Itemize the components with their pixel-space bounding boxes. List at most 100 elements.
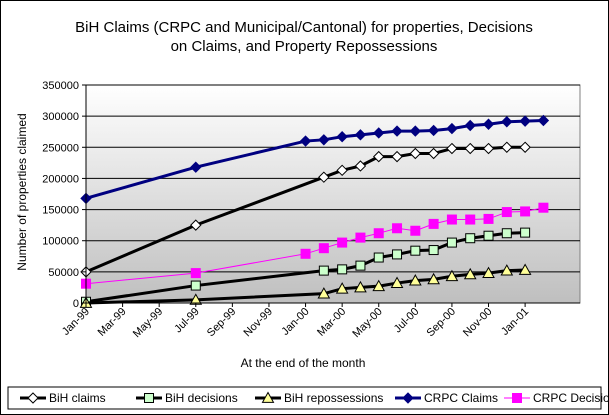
- data-point-bih-claims: [519, 141, 531, 153]
- data-point-bih-repossessions: [390, 276, 404, 288]
- data-point-crpc-decisions: [428, 218, 439, 229]
- data-point-bih-repossessions: [408, 274, 422, 286]
- data-point-crpc-claims: [190, 161, 202, 173]
- data-point-crpc-decisions: [446, 214, 457, 225]
- data-point-bih-repossessions: [427, 272, 440, 285]
- data-point-bih-decisions: [428, 245, 439, 256]
- data-point-bih-claims: [427, 147, 440, 160]
- data-point-bih-repossessions: [335, 282, 349, 294]
- legend-label: CRPC Claims: [424, 391, 498, 405]
- x-tick-label: Mar-99: [96, 306, 129, 339]
- y-tick-label: 300000: [42, 111, 79, 123]
- x-tick-label: Nov-00: [461, 306, 495, 340]
- data-point-bih-claims: [446, 142, 458, 155]
- data-point-crpc-claims: [446, 122, 458, 135]
- y-tick-label: 50000: [48, 267, 79, 279]
- x-tick-label: Sep-00: [424, 306, 458, 340]
- x-tick-label: Jul-99: [172, 306, 202, 336]
- data-point-bih-claims: [354, 160, 367, 172]
- data-point-bih-decisions: [355, 260, 366, 271]
- data-point-bih-decisions: [501, 228, 512, 239]
- data-point-crpc-claims: [464, 119, 476, 132]
- data-point-bih-decisions: [465, 233, 476, 244]
- series-bih-decisions: [81, 227, 531, 307]
- data-point-crpc-claims: [482, 118, 495, 130]
- legend-item-bih-claims: BiH claims: [20, 391, 106, 405]
- legend-item-crpc-claims: CRPC Claims: [395, 391, 498, 405]
- legend-marker: [144, 393, 154, 403]
- series-line-crpc-claims: [85, 119, 544, 200]
- data-point-crpc-decisions: [373, 228, 384, 239]
- legend: BiH claims BiH decisions BiH repossessions…: [20, 391, 609, 405]
- y-tick-label: 200000: [42, 173, 79, 185]
- legend-marker: [261, 391, 275, 403]
- data-point-crpc-claims: [336, 130, 348, 143]
- x-tick-label: Jan-01: [499, 306, 531, 338]
- legend-label: BiH decisions: [165, 391, 238, 405]
- y-tick-label: 150000: [42, 205, 79, 217]
- data-point-bih-claims: [464, 142, 476, 155]
- data-point-crpc-decisions: [501, 207, 512, 218]
- data-point-bih-claims: [190, 219, 202, 231]
- data-point-crpc-claims: [318, 134, 330, 146]
- legend-label: CRPC Decisions: [533, 391, 609, 405]
- data-point-bih-repossessions: [482, 266, 495, 279]
- x-tick-label: Sep-99: [205, 306, 239, 340]
- y-axis-title: Number of properties claimed: [15, 113, 29, 270]
- legend-item-crpc-decisions: CRPC Decisions: [504, 391, 609, 405]
- data-point-crpc-claims: [391, 125, 403, 137]
- y-tick-label: 0: [73, 298, 79, 310]
- data-point-bih-decisions: [520, 227, 531, 238]
- data-point-crpc-decisions: [318, 243, 329, 254]
- data-point-bih-claims: [318, 171, 330, 183]
- y-tick-label: 250000: [42, 142, 79, 154]
- data-point-crpc-claims: [354, 129, 367, 141]
- chart-title-line-2: on Claims, and Property Repossessions: [171, 38, 438, 55]
- legend-label: BiH claims: [49, 391, 106, 405]
- data-point-crpc-claims: [537, 114, 550, 127]
- data-point-bih-repossessions: [518, 263, 532, 275]
- y-tick-label: 350000: [42, 80, 79, 92]
- data-point-crpc-decisions: [355, 232, 366, 243]
- x-tick-label: Jul-00: [392, 306, 422, 336]
- data-point-crpc-decisions: [465, 214, 476, 225]
- data-point-crpc-decisions: [392, 223, 403, 234]
- legend-item-bih-decisions: BiH decisions: [136, 391, 238, 405]
- legend-box: [7, 386, 602, 410]
- data-point-bih-decisions: [446, 237, 457, 248]
- data-point-bih-claims: [409, 147, 422, 160]
- data-point-crpc-decisions: [520, 206, 531, 217]
- legend-marker: [27, 392, 39, 404]
- data-point-bih-claims: [482, 142, 495, 155]
- data-point-crpc-claims: [373, 127, 385, 139]
- x-axis-title: At the end of the month: [241, 356, 366, 370]
- data-point-bih-claims: [391, 150, 403, 163]
- data-point-crpc-decisions: [300, 248, 311, 259]
- plot-area: [85, 84, 581, 304]
- data-point-bih-claims: [373, 150, 385, 163]
- series-layer: [79, 114, 550, 308]
- x-tick-label: Jan-99: [60, 306, 92, 338]
- data-point-bih-repossessions: [372, 279, 386, 292]
- data-point-bih-repossessions: [500, 264, 514, 276]
- x-tick-label: Mar-00: [315, 306, 348, 339]
- legend-item-bih-repossessions: BiH repossessions: [255, 391, 383, 405]
- legend-marker: [512, 393, 522, 403]
- x-tick-label: May-99: [131, 306, 165, 340]
- data-point-crpc-decisions: [337, 237, 348, 248]
- legend-marker: [402, 392, 414, 404]
- x-tick-label: Jan-00: [279, 306, 311, 338]
- series-line-crpc-decisions: [85, 207, 544, 285]
- data-point-crpc-claims: [409, 125, 422, 137]
- data-point-bih-repossessions: [354, 280, 367, 293]
- data-point-crpc-claims: [501, 116, 513, 128]
- series-bih-claims: [80, 141, 531, 278]
- series-crpc-decisions: [81, 202, 549, 289]
- x-tick-label: Nov-99: [242, 306, 276, 340]
- data-point-bih-repossessions: [317, 287, 331, 299]
- data-point-bih-decisions: [483, 230, 494, 241]
- data-point-crpc-decisions: [538, 202, 549, 213]
- chart-title-line-1: BiH Claims (CRPC and Municipal/Cantonal)…: [75, 19, 533, 36]
- series-bih-repossessions: [79, 263, 532, 308]
